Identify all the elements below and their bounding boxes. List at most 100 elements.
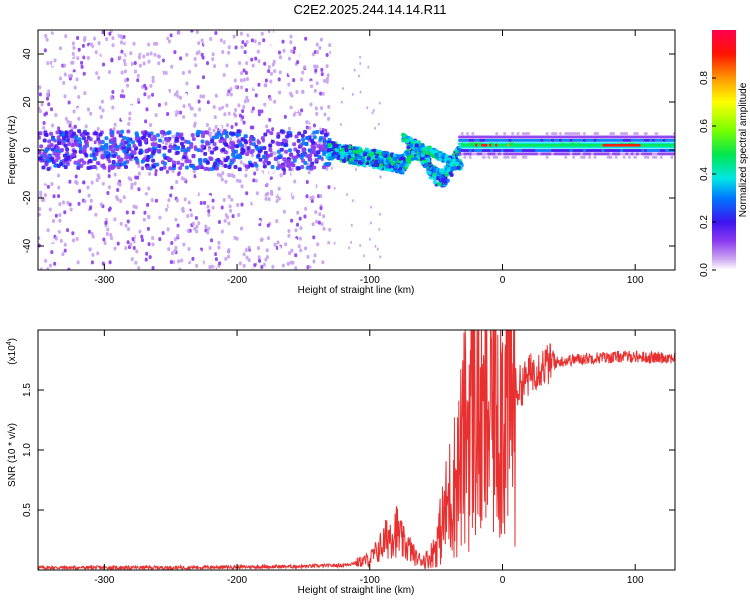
heatmap-cell	[277, 163, 282, 168]
heatmap-cell	[142, 217, 146, 222]
heatmap-cell	[224, 256, 228, 261]
heatmap-cell	[68, 34, 72, 39]
heatmap-cell	[146, 175, 150, 180]
heatmap-cell	[321, 260, 325, 265]
heatmap-cell	[312, 135, 317, 140]
heatmap-cell	[107, 185, 111, 190]
heatmap-cell	[95, 160, 100, 165]
heatmap-cell	[267, 203, 271, 208]
heatmap-cell	[70, 46, 74, 51]
heatmap-cell	[67, 100, 71, 105]
heatmap-cell	[262, 164, 267, 169]
heatmap-cell	[104, 145, 109, 150]
heatmap-cell	[250, 267, 254, 270]
heatmap-cell	[298, 236, 302, 241]
heatmap-cell	[277, 59, 281, 64]
heatmap-cell	[166, 108, 170, 113]
heatmap-cell	[234, 149, 239, 154]
heatmap-cell	[93, 36, 97, 41]
heatmap-cell	[304, 106, 308, 111]
heatmap-cell	[67, 142, 72, 147]
heatmap-cell	[51, 137, 56, 142]
heatmap-cell	[291, 163, 296, 168]
heatmap-cell	[633, 155, 638, 159]
heatmap-cell	[283, 99, 287, 104]
heatmap-cell	[213, 64, 217, 69]
heatmap-cell	[138, 63, 142, 68]
heatmap-cell	[100, 51, 104, 56]
heatmap-cell	[627, 132, 632, 136]
heatmap-cell	[99, 62, 103, 67]
heatmap-cell	[249, 262, 253, 267]
heatmap-cell	[315, 129, 320, 134]
heatmap-cell	[45, 37, 49, 42]
heatmap-cell	[251, 63, 255, 68]
heatmap-cell	[249, 125, 253, 130]
heatmap-cell	[344, 144, 349, 149]
heatmap-cell	[189, 213, 193, 218]
heatmap-cell	[179, 110, 183, 115]
heatmap-cell	[151, 265, 155, 270]
heatmap-cell	[231, 158, 236, 163]
heatmap-cell	[76, 243, 80, 248]
heatmap-cell	[288, 133, 293, 138]
heatmap-cell	[288, 205, 292, 210]
heatmap-cell	[180, 176, 184, 181]
heatmap-cell	[79, 163, 84, 168]
y-tick-label: 0	[22, 147, 33, 153]
heatmap-cell	[48, 223, 52, 228]
heatmap-cell	[218, 139, 223, 144]
heatmap-cell	[305, 179, 309, 184]
heatmap-cell	[153, 142, 158, 147]
heatmap-cell	[175, 179, 179, 184]
heatmap-cell	[170, 145, 175, 150]
heatmap-cell	[243, 134, 248, 139]
heatmap-cell	[119, 93, 123, 98]
heatmap-cell	[157, 102, 161, 107]
heatmap-cell	[137, 55, 141, 60]
heatmap-cell	[50, 52, 54, 57]
heatmap-cell	[294, 203, 298, 208]
heatmap-cell	[229, 87, 233, 92]
heatmap-cell	[250, 38, 254, 43]
heatmap-cell	[364, 147, 369, 152]
heatmap-cell	[206, 81, 210, 86]
heatmap-cell	[91, 164, 96, 169]
heatmap-cell	[42, 120, 46, 125]
heatmap-cell	[420, 153, 425, 158]
heatmap-cell	[152, 178, 156, 183]
spectrogram-x-axis: -300 -200 -100 0 100	[94, 30, 644, 286]
heatmap-cell	[313, 64, 317, 69]
heatmap-cell	[243, 229, 247, 234]
heatmap-cell	[167, 247, 171, 252]
heatmap-cell	[164, 70, 168, 75]
heatmap-cell	[140, 238, 144, 243]
heatmap-cell	[44, 132, 49, 137]
heatmap-cell	[377, 122, 380, 126]
heatmap-cell	[88, 247, 92, 252]
heatmap-cell	[86, 56, 90, 61]
heatmap-cell	[57, 126, 61, 131]
heatmap-cell	[427, 170, 432, 175]
heatmap-cell	[191, 256, 195, 261]
heatmap-cell	[362, 152, 367, 157]
heatmap-cell	[62, 153, 67, 158]
heatmap-cell	[201, 130, 206, 135]
heatmap-cell	[110, 58, 114, 63]
heatmap-cell	[218, 189, 222, 194]
heatmap-cell	[74, 174, 78, 179]
heatmap-cell	[268, 153, 273, 158]
heatmap-cell	[54, 113, 58, 118]
heatmap-cell	[123, 69, 127, 74]
heatmap-cell	[180, 148, 185, 153]
heatmap-cell	[322, 226, 326, 231]
heatmap-cell	[101, 181, 105, 186]
heatmap-cell	[369, 221, 372, 225]
heatmap-cell	[390, 161, 395, 166]
heatmap-cell	[185, 52, 189, 57]
heatmap-cell	[275, 226, 279, 231]
heatmap-cell	[245, 95, 249, 100]
heatmap-cell	[211, 135, 216, 140]
heatmap-cell	[170, 185, 174, 190]
heatmap-cell	[255, 252, 259, 257]
